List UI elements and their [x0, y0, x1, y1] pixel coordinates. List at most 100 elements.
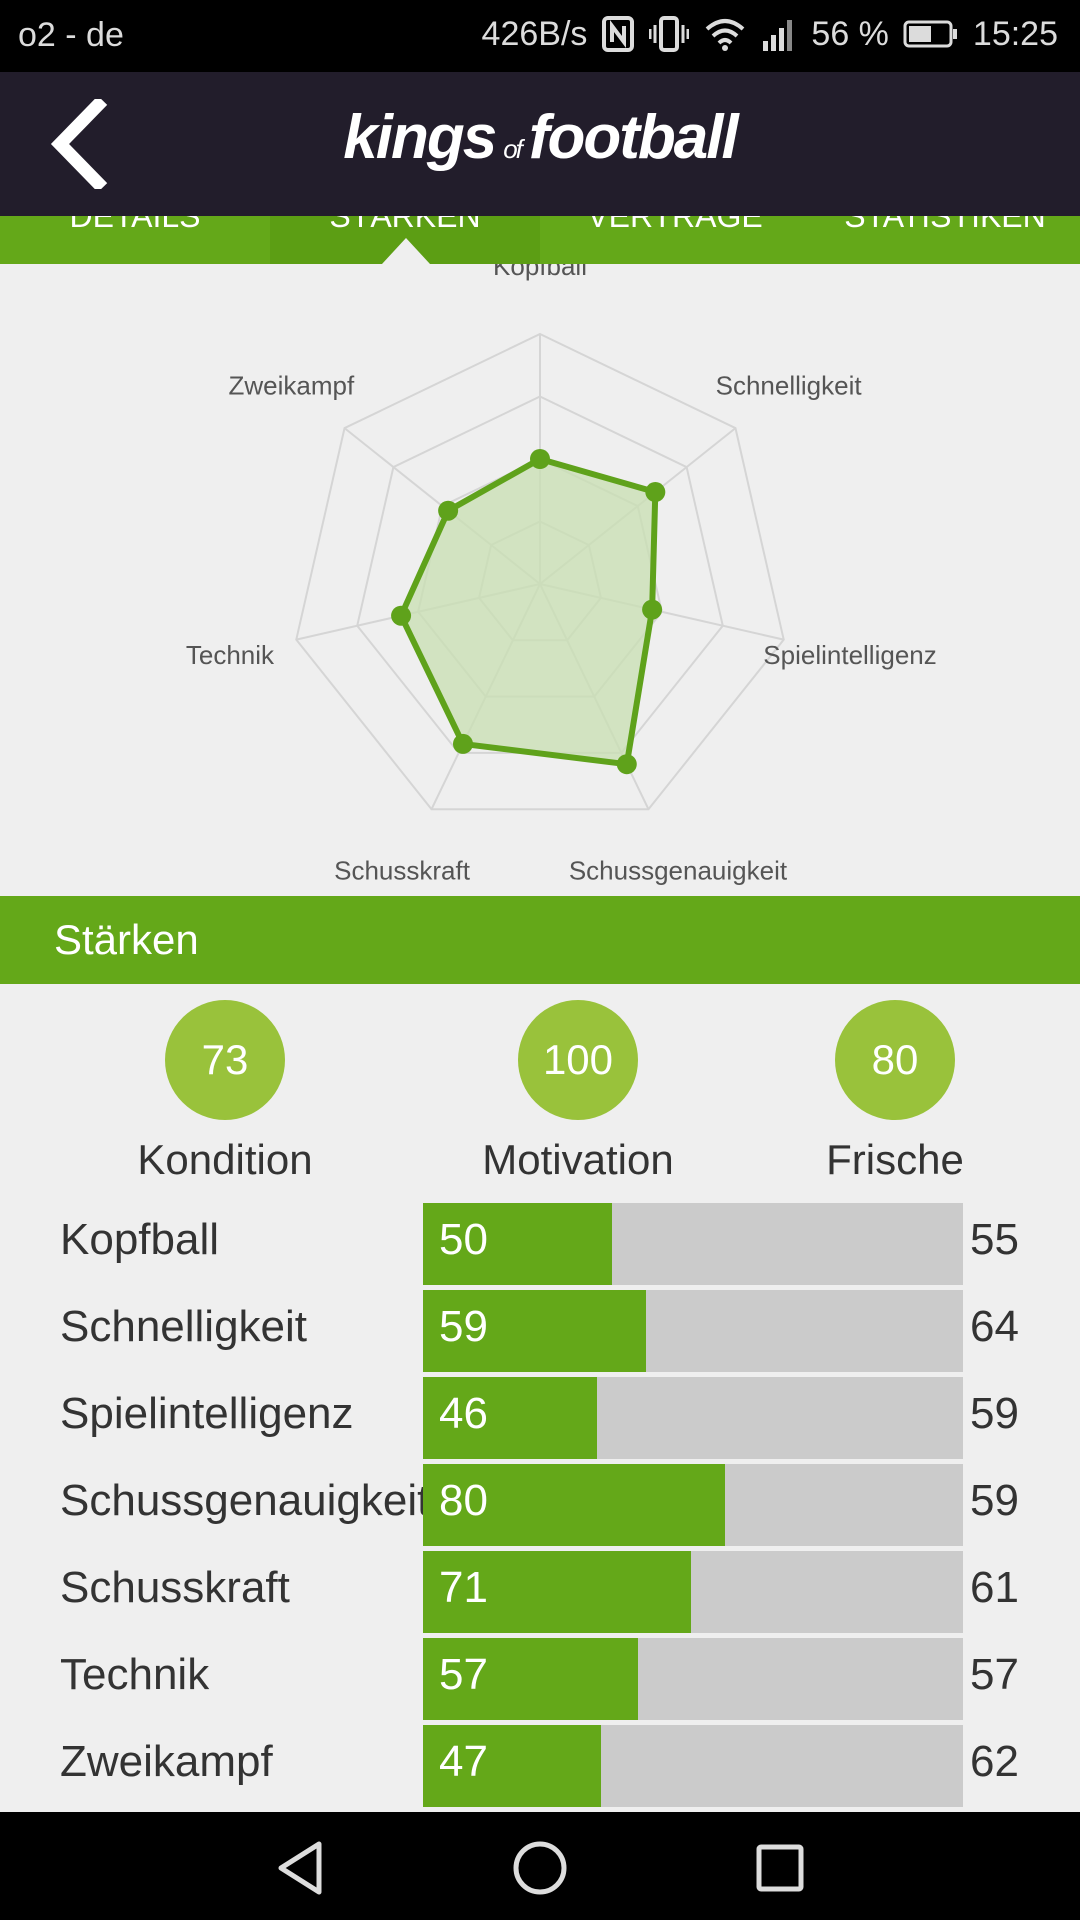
- wifi-icon: [703, 14, 747, 54]
- metric-frische-label: Frische: [826, 1136, 964, 1183]
- radar-point: [391, 605, 412, 626]
- stat-row: Kopfball 50 55: [0, 1203, 1080, 1285]
- radar-axis-label: Schussgenauigkeit: [569, 856, 788, 886]
- vibrate-icon: [649, 14, 690, 54]
- recents-square-icon: [756, 1844, 804, 1892]
- stat-name: Schnelligkeit: [60, 1302, 308, 1351]
- tab-statistiken-label: STATISTIKEN: [844, 216, 1046, 234]
- stat-bar-track: 46: [423, 1377, 963, 1459]
- metric-kondition-value: 73: [165, 1000, 285, 1120]
- radar-axis-label: Schnelligkeit: [716, 371, 863, 401]
- radar-axis-label: Technik: [186, 640, 275, 670]
- radar-svg: Kopfball Schnelligkeit Spielintelligenz Sch…: [186, 264, 937, 886]
- stat-name: Technik: [60, 1650, 210, 1699]
- stat-compare-value: 55: [970, 1215, 1019, 1264]
- radar-point: [645, 482, 666, 503]
- stat-bar-track: 50: [423, 1203, 963, 1285]
- tab-vertraege[interactable]: VERTRÄGE: [540, 216, 810, 264]
- signal-icon: [761, 14, 797, 54]
- logo: kings of football: [0, 102, 1080, 173]
- status-icons: 426B/s 56 % 15:25: [482, 14, 1058, 54]
- metric-motivation: 100 Motivation: [448, 1000, 708, 1184]
- tab-details[interactable]: DETAILS: [0, 216, 270, 264]
- metric-kondition: 73 Kondition: [95, 1000, 355, 1184]
- back-button[interactable]: [36, 96, 120, 192]
- app-header: kings of football: [0, 72, 1080, 216]
- radar-axis-label: Schusskraft: [334, 856, 471, 886]
- stat-value: 47: [439, 1737, 488, 1786]
- nav-back-button[interactable]: [268, 1836, 332, 1900]
- radar-axis-label: Zweikampf: [229, 371, 355, 401]
- radar-grid-ring: [295, 332, 785, 811]
- stat-row: Technik 57 57: [0, 1638, 1080, 1720]
- logo-football: football: [528, 103, 739, 172]
- stat-value: 80: [439, 1476, 488, 1525]
- stat-row: Schusskraft 71 61: [0, 1551, 1080, 1633]
- stat-compare-value: 62: [970, 1737, 1019, 1786]
- radar-point: [530, 449, 550, 469]
- stat-bar-fill: [423, 1638, 639, 1720]
- radar-point: [642, 599, 663, 620]
- stat-name: Spielintelligenz: [60, 1389, 354, 1438]
- stat-row: Zweikampf 47 62: [0, 1725, 1080, 1807]
- stat-name: Schussgenauigkeit: [60, 1476, 430, 1525]
- stat-compare-value: 59: [970, 1476, 1019, 1525]
- stat-bar-fill: [423, 1725, 601, 1807]
- stat-value: 59: [439, 1302, 488, 1351]
- tab-vertraege-label: VERTRÄGE: [587, 216, 763, 234]
- stat-bar-track: 80: [423, 1464, 963, 1546]
- stat-value: 46: [439, 1389, 488, 1438]
- battery-percent: 56 %: [811, 14, 889, 53]
- status-bar: o2 - de 426B/s 56 % 15:25: [0, 0, 1080, 72]
- chevron-left-icon: [50, 99, 108, 189]
- tab-bar: DETAILS STÄRKEN VERTRÄGE STATISTIKEN: [0, 216, 1080, 264]
- radar-axis-label: Kopfball: [493, 264, 587, 281]
- radar-point: [616, 754, 637, 775]
- stat-bar-track: 59: [423, 1290, 963, 1372]
- stat-bar-fill: [423, 1377, 597, 1459]
- nfc-icon: [601, 14, 635, 54]
- metric-frische-value: 80: [835, 1000, 955, 1120]
- stat-row: Schussgenauigkeit 80 59: [0, 1464, 1080, 1546]
- stat-bar-track: 47: [423, 1725, 963, 1807]
- tab-staerken-label: STÄRKEN: [329, 216, 481, 234]
- stat-compare-value: 57: [970, 1650, 1019, 1699]
- back-triangle-icon: [278, 1841, 322, 1895]
- radar-point: [452, 733, 473, 754]
- stat-row: Schnelligkeit 59 64: [0, 1290, 1080, 1372]
- stat-name: Kopfball: [60, 1215, 220, 1264]
- stat-value: 57: [439, 1650, 488, 1699]
- tab-details-label: DETAILS: [69, 216, 201, 234]
- radar-point: [438, 500, 459, 521]
- logo-of: of: [503, 134, 523, 164]
- stat-row: Spielintelligenz 46 59: [0, 1377, 1080, 1459]
- clock: 15:25: [972, 14, 1058, 53]
- radar-series-area: [398, 456, 659, 768]
- stat-bar-fill: [423, 1290, 647, 1372]
- stat-bar-fill: [423, 1551, 692, 1633]
- metric-kondition-label: Kondition: [137, 1136, 313, 1183]
- metric-frische: 80 Frische: [765, 1000, 1025, 1184]
- metric-motivation-label: Motivation: [482, 1136, 674, 1183]
- stat-bar-track: 57: [423, 1638, 963, 1720]
- stat-value: 50: [439, 1215, 488, 1264]
- stat-name: Zweikampf: [60, 1737, 273, 1786]
- nav-recents-button[interactable]: [748, 1836, 812, 1900]
- section-header: Stärken: [0, 896, 1080, 984]
- stat-compare-value: 61: [970, 1563, 1019, 1612]
- stat-value: 71: [439, 1563, 488, 1612]
- system-nav-bar: [0, 1812, 1080, 1920]
- stat-bar-track: 71: [423, 1551, 963, 1633]
- battery-icon: [903, 14, 959, 54]
- tab-statistiken[interactable]: STATISTIKEN: [810, 216, 1080, 264]
- stat-name: Schusskraft: [60, 1563, 290, 1612]
- active-tab-pointer: [382, 238, 430, 264]
- carrier-label: o2 - de: [18, 16, 124, 54]
- stat-bar-fill: [423, 1464, 726, 1546]
- home-circle-icon: [513, 1841, 567, 1895]
- stat-compare-value: 59: [970, 1389, 1019, 1438]
- radar-chart: Kopfball Schnelligkeit Spielintelligenz Sch…: [0, 264, 1080, 896]
- nav-home-button[interactable]: [508, 1836, 572, 1900]
- network-speed: 426B/s: [481, 14, 588, 53]
- metric-motivation-value: 100: [518, 1000, 638, 1120]
